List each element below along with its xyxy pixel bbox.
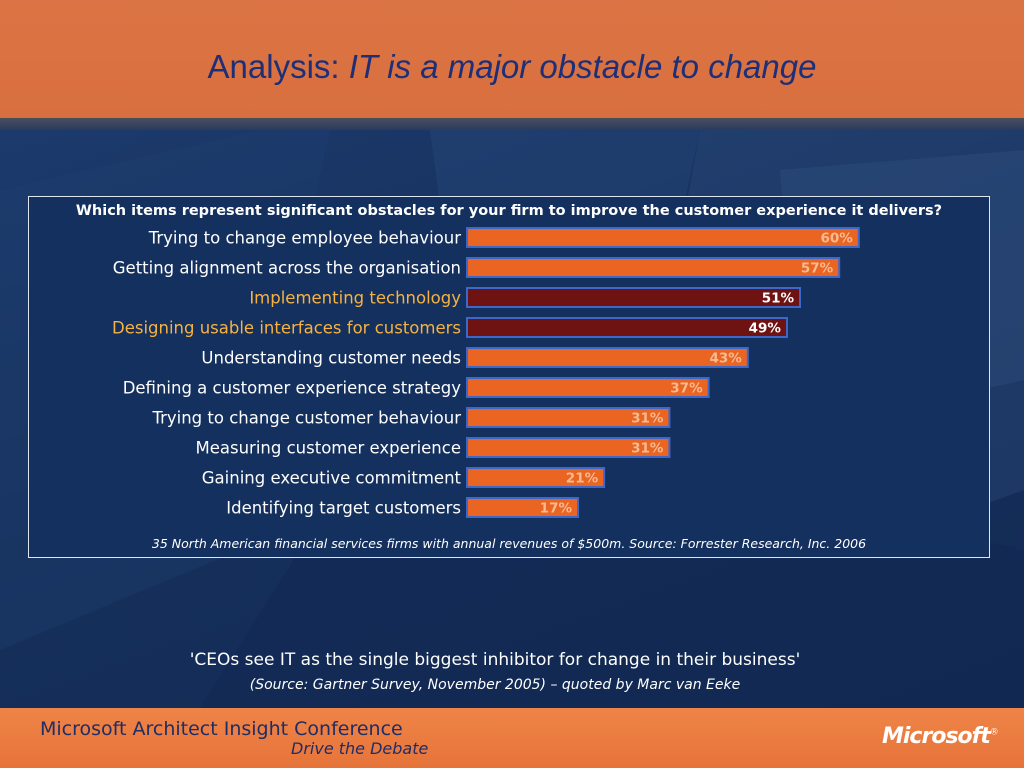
- bar: [466, 347, 749, 368]
- bar: [466, 317, 788, 338]
- slide-title: Analysis: IT is a major obstacle to chan…: [0, 48, 1024, 86]
- microsoft-logo: Microsoft®: [882, 724, 999, 749]
- chart-panel: Which items represent significant obstac…: [28, 196, 990, 558]
- title-bar: [0, 0, 1024, 118]
- data-label: 37%: [670, 381, 703, 397]
- bar: [466, 437, 671, 458]
- category-label: Getting alignment across the organisatio…: [113, 259, 461, 278]
- category-label: Identifying target customers: [226, 499, 461, 518]
- data-label: 57%: [801, 261, 834, 277]
- slide-title-prefix: Analysis:: [207, 48, 349, 85]
- registered-mark: ®: [989, 727, 999, 738]
- bar: [466, 257, 841, 278]
- chart-footnote: 35 North American financial services fir…: [151, 536, 867, 551]
- bar: [466, 497, 580, 518]
- microsoft-logo-text: Microsoft: [882, 724, 991, 749]
- data-label: 31%: [631, 411, 664, 427]
- data-label: 51%: [762, 291, 795, 307]
- data-label: 21%: [566, 471, 599, 487]
- slide-title-italic: IT is a major obstacle to change: [348, 48, 817, 85]
- data-label: 31%: [631, 441, 664, 457]
- conference-name: Microsoft Architect Insight Conference: [40, 718, 403, 740]
- bar: [466, 227, 860, 248]
- bar: [466, 377, 710, 398]
- category-label: Trying to change employee behaviour: [148, 229, 462, 248]
- chart-title: Which items represent significant obstac…: [75, 203, 943, 219]
- category-label: Designing usable interfaces for customer…: [112, 319, 461, 338]
- data-label: 49%: [749, 321, 782, 337]
- bar: [466, 407, 671, 428]
- category-label: Gaining executive commitment: [202, 469, 462, 488]
- category-label: Defining a customer experience strategy: [123, 379, 462, 398]
- bar-chart: Trying to change employee behaviour 60% Ge…: [112, 227, 860, 518]
- footer-bar: Microsoft Architect Insight Conference D…: [0, 708, 1024, 768]
- category-label: Measuring customer experience: [196, 439, 462, 458]
- bar: [466, 287, 802, 308]
- category-label: Trying to change customer behaviour: [151, 409, 461, 428]
- category-label: Implementing technology: [249, 289, 461, 308]
- title-bar-shadow: [0, 118, 1024, 130]
- category-label: Understanding customer needs: [201, 349, 461, 368]
- conference-tagline: Drive the Debate: [291, 739, 429, 758]
- data-label: 17%: [540, 501, 573, 517]
- data-label: 43%: [709, 351, 742, 367]
- quote-text: 'CEOs see IT as the single biggest inhib…: [189, 650, 801, 670]
- quote-source: (Source: Gartner Survey, November 2005) …: [249, 677, 741, 693]
- bar: [466, 467, 606, 488]
- data-label: 60%: [820, 231, 853, 247]
